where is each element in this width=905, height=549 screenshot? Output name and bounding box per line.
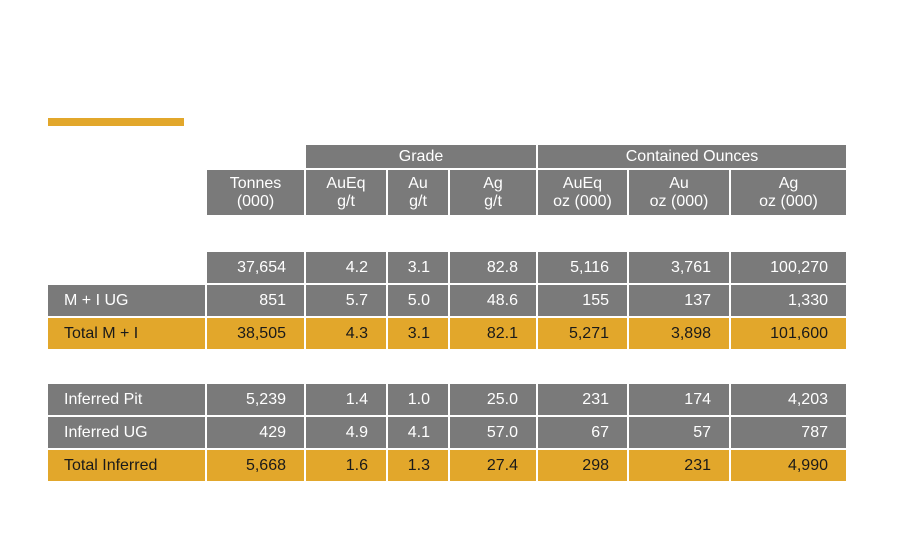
table-cell: 57	[629, 417, 729, 448]
row-label: Inferred UG	[48, 417, 205, 448]
row-label: Total Inferred	[48, 450, 205, 481]
header-aueq-gt: AuEq g/t	[306, 170, 386, 215]
header-au-oz: Au oz (000)	[629, 170, 729, 215]
table-cell: 3.1	[388, 318, 448, 349]
table-cell: 1.0	[388, 384, 448, 415]
table-cell: 787	[731, 417, 846, 448]
table-cell: 4.1	[388, 417, 448, 448]
table-cell: 5,271	[538, 318, 627, 349]
row-label: Total M + I	[48, 318, 205, 349]
table-cell: 137	[629, 285, 729, 316]
table-cell: 231	[629, 450, 729, 481]
header-line2: oz (000)	[759, 192, 818, 210]
header-line2: g/t	[337, 192, 355, 210]
table-cell: 1.4	[306, 384, 386, 415]
accent-bar	[48, 118, 184, 126]
table-cell: 100,270	[731, 252, 846, 283]
table-cell: 3.1	[388, 252, 448, 283]
header-line2: g/t	[484, 192, 502, 210]
table-cell: 38,505	[207, 318, 304, 349]
header-group-contained-ounces: Contained Ounces	[538, 145, 846, 168]
table-cell: 4.9	[306, 417, 386, 448]
table-cell: 48.6	[450, 285, 536, 316]
table-cell: 429	[207, 417, 304, 448]
table-cell: 57.0	[450, 417, 536, 448]
table-cell: 4,990	[731, 450, 846, 481]
row-label: Inferred Pit	[48, 384, 205, 415]
table-cell: 1.3	[388, 450, 448, 481]
header-line2: oz (000)	[649, 192, 709, 210]
header-aueq-oz: AuEq oz (000)	[538, 170, 627, 215]
table-cell: 1.6	[306, 450, 386, 481]
row-label: M + I UG	[48, 285, 205, 316]
table-cell: 155	[538, 285, 627, 316]
table-cell: 4.2	[306, 252, 386, 283]
table-cell: 174	[629, 384, 729, 415]
table-cell: 4.3	[306, 318, 386, 349]
header-line1: Tonnes	[229, 174, 282, 192]
table-cell: 27.4	[450, 450, 536, 481]
table-cell: 5,668	[207, 450, 304, 481]
table-cell: 231	[538, 384, 627, 415]
header-ag-oz: Ag oz (000)	[731, 170, 846, 215]
table-cell: 851	[207, 285, 304, 316]
header-au-gt: Au g/t	[388, 170, 448, 215]
header-line1: Ag	[778, 174, 799, 192]
table-cell: 67	[538, 417, 627, 448]
header-line1: AuEq	[326, 174, 366, 192]
header-line1: AuEq	[562, 174, 603, 192]
table-cell: 82.8	[450, 252, 536, 283]
table-cell: 25.0	[450, 384, 536, 415]
table-cell: 5.0	[388, 285, 448, 316]
header-group-grade: Grade	[306, 145, 536, 168]
table-cell: 298	[538, 450, 627, 481]
table-cell: 82.1	[450, 318, 536, 349]
header-line1: Ag	[483, 174, 503, 192]
header-line2: g/t	[409, 192, 427, 210]
table-cell: 4,203	[731, 384, 846, 415]
header-line1: Au	[669, 174, 689, 192]
table-cell: 5,239	[207, 384, 304, 415]
table-cell: 3,761	[629, 252, 729, 283]
table-cell: 1,330	[731, 285, 846, 316]
header-line1: Au	[408, 174, 428, 192]
header-tonnes: Tonnes (000)	[207, 170, 304, 215]
header-line2: oz (000)	[553, 192, 612, 210]
table-cell: 3,898	[629, 318, 729, 349]
table-cell: 37,654	[207, 252, 304, 283]
table-cell: 5.7	[306, 285, 386, 316]
header-line2: (000)	[236, 192, 275, 210]
table-cell: 101,600	[731, 318, 846, 349]
header-ag-gt: Ag g/t	[450, 170, 536, 215]
table-cell: 5,116	[538, 252, 627, 283]
